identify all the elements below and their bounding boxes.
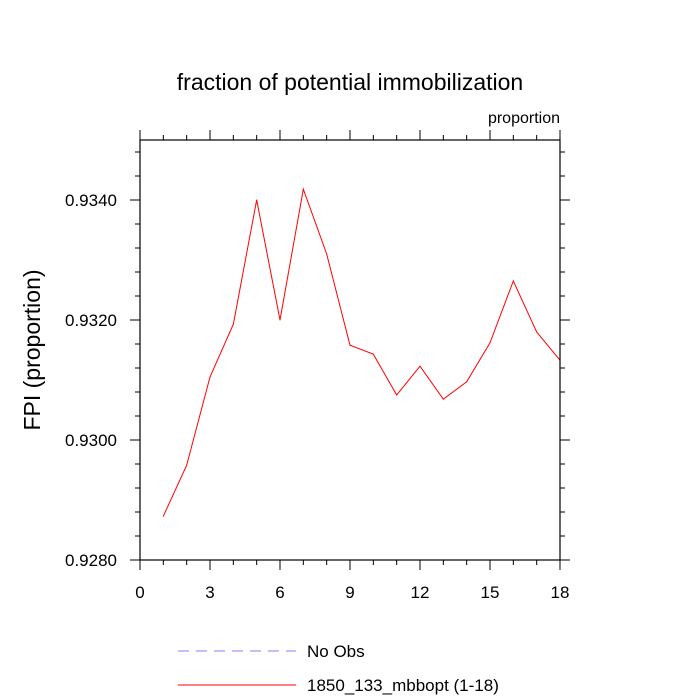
data-point [256, 199, 258, 201]
x-tick-label: 6 [275, 583, 284, 602]
data-point [326, 253, 328, 255]
data-point [349, 344, 351, 346]
x-tick-label: 0 [135, 583, 144, 602]
axis-tick-labels: 0 3 6 9 12 15 18 0.9280 0.9300 0.9320 0.9340 [65, 191, 569, 602]
units-label: proportion [488, 110, 560, 127]
y-tick-label: 0.9280 [65, 551, 117, 570]
series-group [162, 187, 561, 517]
x-tick-label: 15 [481, 583, 500, 602]
data-point [396, 394, 398, 396]
chart-title: fraction of potential immobilization [177, 69, 523, 95]
axis-ticks [130, 130, 570, 570]
data-point [372, 353, 374, 355]
x-tick-label: 3 [205, 583, 214, 602]
legend-label-no-obs: No Obs [307, 642, 365, 661]
x-tick-label: 18 [551, 583, 570, 602]
y-axis-label: FPI (proportion) [19, 269, 45, 430]
data-point [279, 319, 281, 321]
data-point [442, 398, 444, 400]
y-tick-label: 0.9320 [65, 311, 117, 330]
legend-label-series: 1850_133_mbbopt (1-18) [307, 676, 499, 695]
data-point [302, 188, 304, 190]
data-point [232, 323, 234, 325]
data-point [186, 464, 188, 466]
data-point [162, 515, 164, 517]
data-point [536, 331, 538, 333]
y-tick-label: 0.9300 [65, 431, 117, 450]
data-point [419, 365, 421, 367]
data-point [466, 381, 468, 383]
x-tick-label: 12 [411, 583, 430, 602]
legend: No Obs 1850_133_mbbopt (1-18) [178, 642, 499, 695]
x-tick-label: 9 [345, 583, 354, 602]
data-point [489, 342, 491, 344]
series-line-0 [162, 187, 561, 517]
plot-frame [139, 139, 561, 561]
data-point [209, 376, 211, 378]
data-point [512, 280, 514, 282]
y-tick-label: 0.9340 [65, 191, 117, 210]
